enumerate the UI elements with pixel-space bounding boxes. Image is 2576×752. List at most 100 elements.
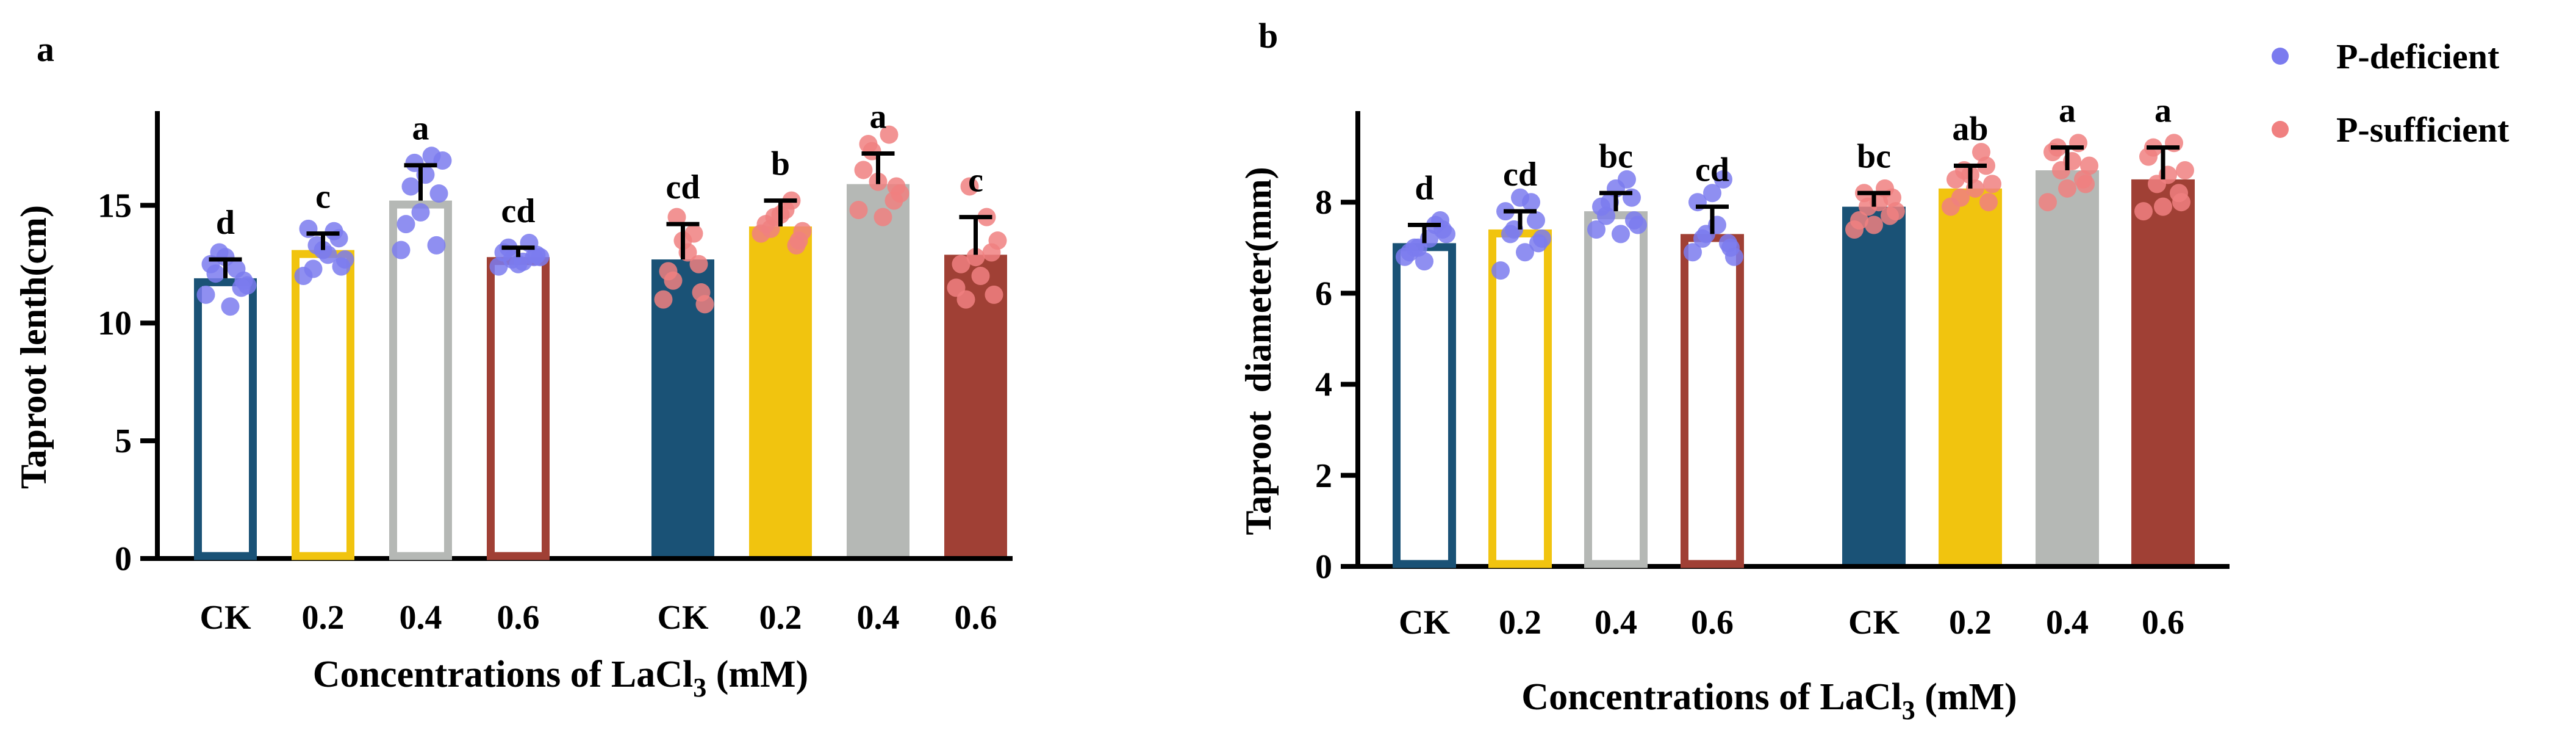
y-tick-label: 4 — [1315, 366, 1332, 404]
data-point — [509, 255, 528, 273]
data-point — [966, 248, 985, 267]
data-point — [1946, 170, 1965, 189]
data-point — [1725, 247, 1743, 266]
data-point — [891, 184, 909, 203]
data-point — [849, 201, 868, 220]
data-point — [1703, 184, 1721, 203]
panel-label: b — [1258, 16, 1278, 56]
significance-letter: c — [968, 162, 983, 200]
data-point — [216, 248, 235, 267]
data-point — [392, 240, 411, 259]
significance-letter: a — [412, 110, 429, 148]
x-tick-label: CK — [1848, 604, 1900, 642]
data-point — [854, 161, 873, 179]
x-tick-label: 0.6 — [497, 599, 540, 637]
significance-letter: bc — [1599, 137, 1633, 175]
data-point — [971, 267, 990, 286]
data-point — [2058, 179, 2076, 198]
legend-label: P-sufficient — [2336, 110, 2510, 150]
data-point — [761, 219, 780, 238]
data-point — [1719, 234, 1737, 253]
bar — [292, 250, 354, 560]
data-point — [664, 271, 683, 290]
data-point — [960, 177, 979, 196]
x-tick-label: 0.2 — [759, 599, 802, 637]
bar — [1488, 229, 1552, 568]
bar — [1842, 206, 1906, 564]
data-point — [2074, 170, 2092, 189]
significance-letter: d — [216, 204, 235, 242]
data-point — [196, 285, 215, 304]
data-point — [304, 259, 323, 278]
data-point — [1684, 243, 1702, 262]
legend-marker — [2272, 48, 2289, 65]
x-axis-label: Concentrations of LaCl3 (mM) — [1521, 676, 2017, 725]
bar — [749, 226, 812, 556]
bar — [1939, 188, 2002, 564]
significance-letter: bc — [1857, 137, 1891, 175]
significance-letter: a — [2154, 92, 2172, 130]
y-tick-label: 2 — [1315, 457, 1332, 495]
x-tick-label: 0.4 — [1595, 604, 1637, 642]
y-tick-label: 10 — [98, 305, 132, 342]
data-point — [1983, 175, 2001, 193]
data-point — [1865, 215, 1883, 234]
data-point — [335, 250, 354, 269]
x-tick-label: 0.6 — [955, 599, 997, 637]
data-point — [2039, 193, 2057, 212]
data-point — [2154, 197, 2172, 216]
data-point — [401, 177, 420, 196]
data-point — [1979, 193, 1998, 212]
panel-a: a 0 5 10 15 Taproot lenth(cm) d c a cd cd b a c CK 0.2 0… — [13, 29, 1013, 703]
data-point — [427, 236, 446, 255]
data-point — [531, 248, 550, 267]
bar — [487, 257, 550, 560]
significance-letter: cd — [501, 192, 536, 230]
data-point — [787, 236, 806, 255]
y-tick-label: 0 — [1315, 548, 1332, 586]
y-tick-label: 0 — [115, 540, 132, 578]
data-point — [1527, 211, 1545, 230]
x-tick-label: 0.2 — [1499, 604, 1541, 642]
x-axis-label-main: Concentrations of LaCl — [313, 654, 693, 695]
x-tick-label: 0.6 — [1691, 604, 1734, 642]
data-point — [2080, 156, 2098, 175]
significance-letter: cd — [1695, 151, 1729, 189]
bar — [1393, 243, 1456, 568]
data-point — [1437, 225, 1455, 244]
y-tick-label: 6 — [1315, 275, 1332, 313]
panel-b: b 0 2 4 6 8 Taproot diameter(mm) d cd bc cd bc ab a a C… — [1238, 16, 2230, 725]
data-point — [1629, 215, 1647, 234]
data-point — [654, 290, 673, 309]
data-point — [238, 276, 257, 295]
bar — [847, 184, 909, 556]
data-point — [1405, 238, 1424, 257]
data-point — [411, 203, 430, 222]
x-tick-label: 0.4 — [2046, 604, 2089, 642]
panel-label: a — [37, 29, 54, 69]
significance-letter: a — [2059, 92, 2076, 130]
data-point — [1501, 225, 1519, 244]
data-point — [859, 135, 878, 154]
significance-letter: ab — [1952, 110, 1988, 148]
data-point — [396, 215, 415, 234]
data-point — [1887, 202, 1905, 221]
data-point — [1850, 211, 1868, 230]
bar — [2131, 179, 2195, 564]
bar — [1584, 211, 1648, 568]
significance-letter: a — [870, 98, 887, 136]
data-point — [689, 255, 708, 273]
x-axis-label-main: Concentrations of LaCl — [1521, 676, 1901, 718]
data-point — [985, 285, 1003, 304]
data-point — [874, 208, 892, 226]
x-axis-label-unit: (mM) — [1915, 676, 2017, 718]
y-tick-label: 5 — [115, 422, 132, 460]
x-tick-label: 0.4 — [400, 599, 442, 637]
y-axis-label: Taproot diameter(mm) — [1238, 167, 1279, 535]
x-axis-label-subscript: 3 — [1902, 695, 1915, 725]
data-point — [695, 295, 714, 314]
data-point — [1516, 243, 1534, 262]
data-point — [1693, 229, 1712, 248]
x-tick-label: 0.4 — [857, 599, 900, 637]
